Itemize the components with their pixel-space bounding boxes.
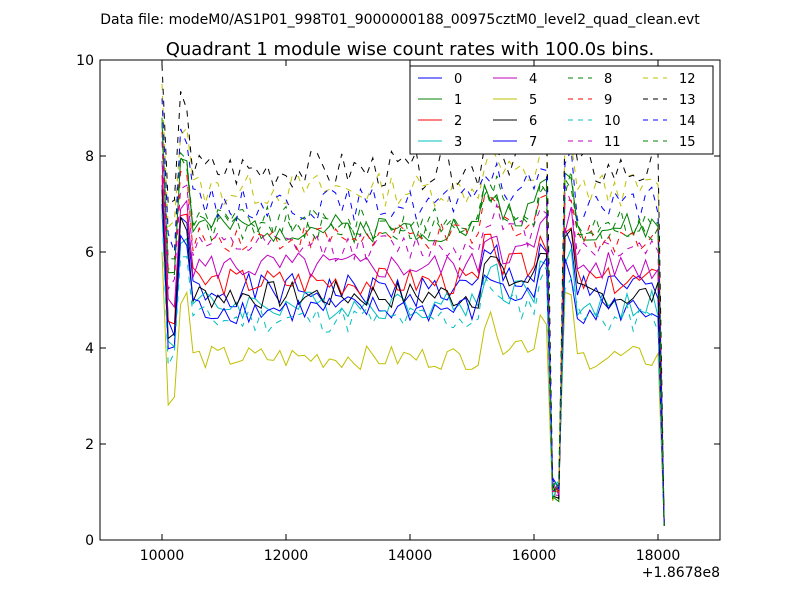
legend-label: 0 (454, 72, 462, 87)
suptitle: Data file: modeM0/AS1P01_998T01_90000001… (100, 12, 700, 28)
series-line-4 (161, 160, 665, 526)
legend-label: 13 (679, 93, 696, 108)
legend-label: 2 (454, 114, 462, 129)
series-line-9 (161, 131, 665, 526)
y-tick-label: 10 (76, 53, 94, 69)
y-tick-label: 6 (85, 245, 94, 261)
series-line-1 (161, 122, 665, 526)
x-tick-label: 16000 (512, 548, 557, 564)
series-line-15 (161, 122, 665, 526)
legend-label: 14 (679, 114, 696, 129)
series-line-12 (161, 83, 665, 526)
legend-box (409, 65, 714, 155)
legend-label: 4 (529, 72, 537, 87)
x-tick-label: 18000 (636, 548, 681, 564)
legend-label: 7 (529, 135, 537, 150)
x-offset-label: +1.8678e8 (642, 565, 720, 581)
chart-title: Quadrant 1 module wise count rates with … (166, 39, 655, 60)
series-line-10 (161, 213, 665, 526)
x-tick-label: 12000 (264, 548, 309, 564)
series-line-13 (161, 64, 665, 526)
legend-label: 10 (604, 114, 621, 129)
y-tick-label: 4 (85, 341, 94, 357)
legend-label: 1 (454, 93, 462, 108)
legend-label: 5 (529, 93, 537, 108)
series-line-8 (161, 117, 665, 526)
plot-frame (99, 59, 721, 541)
y-tick-label: 8 (85, 149, 94, 165)
series-line-2 (161, 175, 665, 526)
legend-label: 11 (604, 135, 621, 150)
legend-label: 15 (679, 135, 696, 150)
legend-label: 3 (454, 135, 462, 150)
series-line-14 (161, 98, 665, 526)
series-layer (161, 64, 665, 526)
x-tick-label: 10000 (140, 548, 185, 564)
series-line-5 (161, 251, 665, 526)
series-line-6 (161, 189, 665, 526)
legend-label: 6 (529, 114, 537, 129)
y-tick-label: 0 (85, 533, 94, 549)
series-line-7 (161, 203, 665, 526)
legend-label: 12 (679, 72, 696, 87)
legend-label: 8 (604, 72, 612, 87)
y-tick-label: 2 (85, 437, 94, 453)
x-tick-label: 14000 (388, 548, 433, 564)
legend-label: 9 (604, 93, 612, 108)
